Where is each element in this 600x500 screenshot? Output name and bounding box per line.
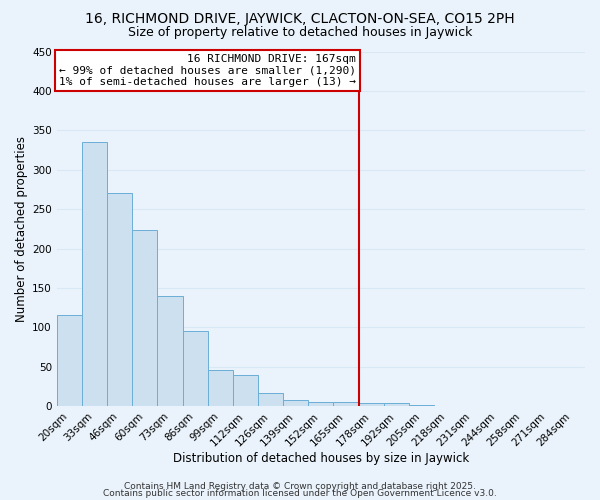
Bar xyxy=(233,374,258,406)
Bar xyxy=(157,296,182,406)
Text: Size of property relative to detached houses in Jaywick: Size of property relative to detached ho… xyxy=(128,26,472,39)
Y-axis label: Number of detached properties: Number of detached properties xyxy=(15,136,28,322)
Text: Contains public sector information licensed under the Open Government Licence v3: Contains public sector information licen… xyxy=(103,489,497,498)
Text: 16, RICHMOND DRIVE, JAYWICK, CLACTON-ON-SEA, CO15 2PH: 16, RICHMOND DRIVE, JAYWICK, CLACTON-ON-… xyxy=(85,12,515,26)
Bar xyxy=(107,194,132,406)
Text: 16 RICHMOND DRIVE: 167sqm
← 99% of detached houses are smaller (1,290)
1% of sem: 16 RICHMOND DRIVE: 167sqm ← 99% of detac… xyxy=(59,54,356,87)
Bar xyxy=(208,370,233,406)
Bar xyxy=(182,332,208,406)
Bar xyxy=(258,392,283,406)
Bar xyxy=(57,316,82,406)
Text: Contains HM Land Registry data © Crown copyright and database right 2025.: Contains HM Land Registry data © Crown c… xyxy=(124,482,476,491)
X-axis label: Distribution of detached houses by size in Jaywick: Distribution of detached houses by size … xyxy=(173,452,469,465)
Bar xyxy=(283,400,308,406)
Bar xyxy=(384,403,409,406)
Bar xyxy=(359,403,384,406)
Bar xyxy=(334,402,359,406)
Bar xyxy=(82,142,107,406)
Bar xyxy=(132,230,157,406)
Bar xyxy=(308,402,334,406)
